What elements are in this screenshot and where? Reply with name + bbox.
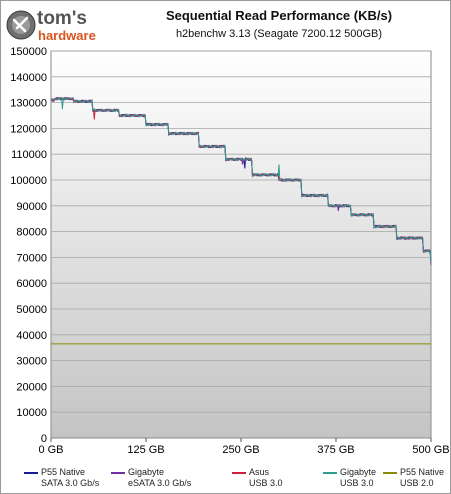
legend-label-line1: Asus: [249, 467, 270, 477]
legend-label-line1: P55 Native: [400, 467, 445, 477]
legend: P55 Native SATA 3.0 Gb/s Gigabyte eSATA 3.0…: [1, 465, 450, 493]
x-tick-label: 375 GB: [317, 444, 354, 456]
y-tick-label: 20000: [16, 381, 47, 393]
series-line: [50, 96, 432, 263]
y-tick-label: 70000: [16, 252, 47, 264]
x-tick-label: 0 GB: [38, 444, 63, 456]
x-tick-label: 500 GB: [412, 444, 449, 456]
legend-item: Gigabyte USB 3.0: [323, 467, 377, 489]
y-tick-label: 40000: [16, 330, 47, 342]
y-tick-label: 150000: [10, 46, 47, 58]
legend-swatch: [111, 472, 125, 474]
chart-title: Sequential Read Performance (KB/s): [165, 8, 393, 23]
legend-label-line2: SATA 3.0 Gb/s: [41, 478, 100, 488]
y-tick-label: 30000: [16, 356, 47, 368]
legend-swatch: [232, 472, 246, 474]
legend-item: P55 Native SATA 3.0 Gb/s: [24, 467, 100, 489]
legend-label-line1: P55 Native: [41, 467, 86, 477]
y-tick-label: 100000: [10, 175, 47, 187]
legend-label-line2: USB 3.0: [340, 478, 374, 488]
tomshardware-logo-icon: tom's hardware: [6, 8, 96, 43]
y-tick-label: 50000: [16, 304, 47, 316]
legend-label-line1: Gigabyte: [340, 467, 377, 477]
y-tick-label: 140000: [10, 72, 47, 84]
x-tick-label: 250 GB: [222, 444, 259, 456]
chart-subtitle: h2benchw 3.13 (Seagate 7200.12 500GB): [175, 28, 383, 40]
y-tick-label: 10000: [16, 407, 47, 419]
y-tick-label: 110000: [11, 149, 47, 161]
plot-area: [50, 50, 432, 439]
legend-swatch: [383, 472, 397, 474]
y-tick-label: 0: [41, 433, 47, 445]
logo-brand-bottom: hardware: [38, 28, 96, 43]
legend-item: Gigabyte eSATA 3.0 Gb/s: [111, 467, 192, 489]
y-tick-label: 90000: [16, 201, 47, 213]
x-tick-label: 125 GB: [127, 444, 164, 456]
legend-swatch: [24, 472, 38, 474]
legend-label-line1: Gigabyte: [128, 467, 165, 477]
legend-label-line2: USB 2.0: [400, 478, 434, 488]
legend-swatch: [323, 472, 337, 474]
legend-item: P55 Native USB 2.0: [383, 467, 445, 489]
y-tick-label: 130000: [10, 98, 47, 110]
logo-brand-top: tom's: [37, 8, 87, 29]
legend-label-line2: USB 3.0: [249, 478, 283, 488]
y-tick-label: 60000: [16, 278, 47, 290]
tomshardware-logo: tom's hardware: [5, 4, 113, 46]
y-tick-label: 80000: [16, 227, 47, 239]
legend-item: Asus USB 3.0: [232, 467, 283, 489]
legend-label-line2: eSATA 3.0 Gb/s: [128, 478, 192, 488]
y-tick-label: 120000: [10, 123, 47, 135]
